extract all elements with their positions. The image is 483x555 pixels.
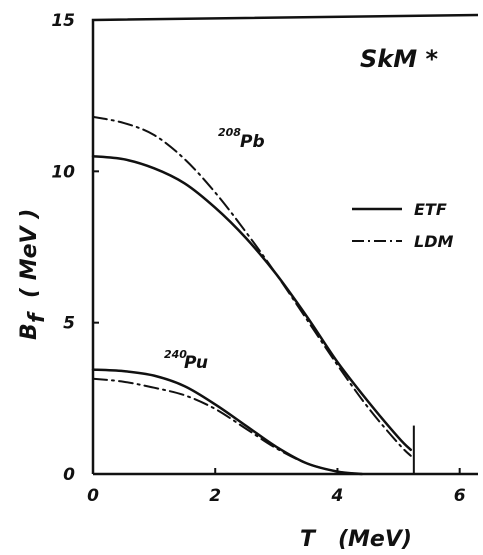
chart-title: SkM * — [360, 45, 438, 73]
x-tick-label: 2 — [209, 486, 221, 506]
x-axis-title: T (MeV) — [300, 527, 412, 552]
series-etf-240pu-line — [91, 368, 364, 476]
legend-ldm-label: LDM — [414, 232, 453, 251]
annotation-pu-mass: 240 — [164, 348, 187, 361]
y-tick-label: 10 — [51, 162, 75, 182]
y-tick-label: 15 — [51, 11, 75, 31]
annotation-pb-element: Pb — [240, 132, 265, 152]
legend: ETF LDM — [352, 200, 453, 251]
y-tick-label: 0 — [63, 465, 75, 485]
y-axis-title-main: B — [17, 323, 42, 340]
annotation-pb-mass: 208 — [218, 126, 241, 139]
x-tick-label: 4 — [331, 486, 344, 506]
series-group — [91, 115, 413, 476]
y-axis-title-sub: f — [25, 311, 50, 323]
legend-etf-label: ETF — [414, 200, 447, 219]
annotation-pu-element: Pu — [184, 353, 208, 373]
y-axis-title-unit: ( MeV ) — [17, 209, 42, 298]
series-ldm-208pb-line — [92, 115, 412, 457]
x-tick-label: 0 — [87, 486, 99, 506]
x-tick-label: 6 — [454, 486, 466, 506]
axes: 0 2 4 6 0 5 10 15 — [51, 11, 479, 506]
series-etf-208pb-line — [91, 154, 413, 452]
y-axis-title: B f ( MeV ) — [17, 209, 50, 340]
series-ldm-240pu-line — [92, 377, 363, 475]
y-tick-label: 5 — [63, 314, 75, 334]
